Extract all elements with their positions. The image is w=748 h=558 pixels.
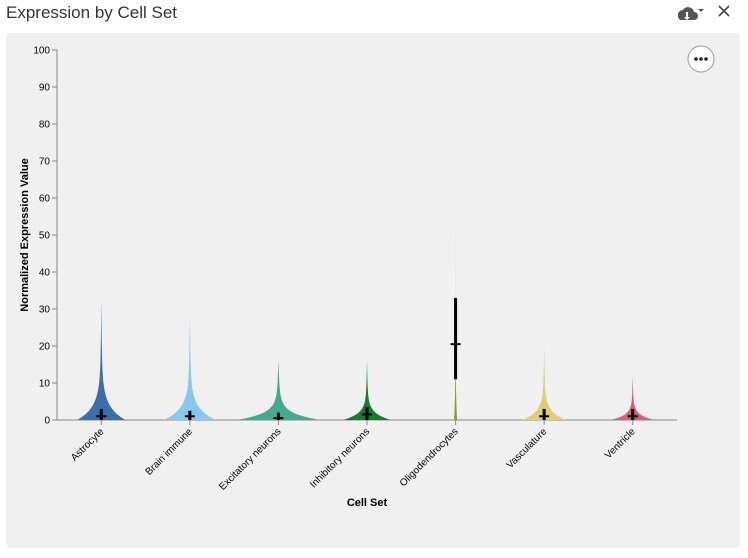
close-icon[interactable] — [718, 5, 730, 17]
y-tick-label: 70 — [39, 157, 51, 168]
y-tick-label: 30 — [39, 305, 51, 316]
y-tick-label: 50 — [39, 231, 51, 242]
y-tick-label: 40 — [39, 268, 51, 279]
box — [454, 297, 458, 380]
y-tick-label: 20 — [39, 342, 51, 353]
y-tick-label: 10 — [39, 379, 51, 390]
more-button[interactable] — [687, 45, 715, 73]
box — [631, 408, 635, 420]
y-tick-label: 80 — [39, 120, 51, 131]
y-tick-label: 90 — [39, 83, 51, 94]
x-axis-title: Cell Set — [347, 497, 388, 509]
box — [542, 408, 546, 420]
violin — [343, 360, 391, 420]
y-tick-label: 60 — [39, 194, 51, 205]
violin — [522, 346, 567, 420]
y-tick-label: 0 — [44, 416, 50, 427]
download-icon[interactable] — [677, 7, 704, 20]
panel-title: Expression by Cell Set — [6, 3, 178, 22]
box — [276, 412, 280, 420]
box — [99, 408, 103, 420]
plot-background — [6, 33, 740, 548]
violin — [610, 375, 655, 420]
violin — [163, 316, 216, 420]
y-tick-label: 100 — [33, 46, 50, 57]
violin — [236, 360, 321, 420]
y-axis-title: Normalized Expression Value — [19, 158, 31, 311]
violin — [77, 301, 126, 420]
